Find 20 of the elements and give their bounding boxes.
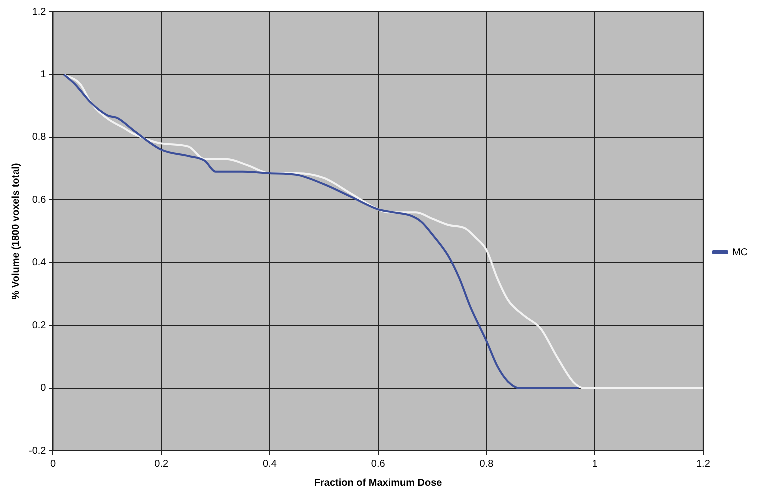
x-tick-label: 0 <box>50 458 56 470</box>
y-tick-label: 1 <box>40 69 47 80</box>
x-axis-title: Fraction of Maximum Dose <box>314 478 443 489</box>
y-tick-label: 1.2 <box>32 6 47 18</box>
y-tick-label: -0.2 <box>28 446 47 457</box>
y-tick-label: 0.2 <box>32 320 47 332</box>
x-tick-label: 0.6 <box>371 458 386 470</box>
y-tick-label: 0.4 <box>32 258 47 269</box>
x-tick-label: 0.4 <box>263 458 278 470</box>
x-tick-label: 0.2 <box>154 458 169 470</box>
x-tick-label: 1.2 <box>696 458 711 470</box>
legend-label: MC <box>732 247 748 258</box>
x-tick-label: 1 <box>592 458 598 470</box>
line-series <box>63 74 704 390</box>
line-series <box>63 74 580 390</box>
x-tick-label: 0.8 <box>480 458 494 470</box>
y-tick-label: 0.6 <box>32 194 47 206</box>
y-axis-title: % Volume (1800 voxels total) <box>10 163 22 300</box>
y-tick-label: 0.8 <box>32 132 47 144</box>
y-tick-label: 0 <box>40 383 47 394</box>
